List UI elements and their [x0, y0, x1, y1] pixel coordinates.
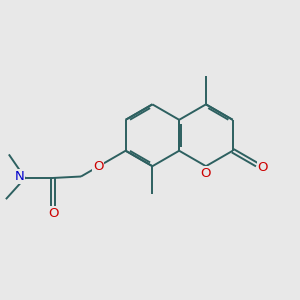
Text: N: N: [15, 170, 25, 183]
Text: O: O: [48, 207, 58, 220]
Text: O: O: [201, 167, 211, 180]
Text: O: O: [257, 161, 268, 175]
Text: O: O: [93, 160, 104, 173]
